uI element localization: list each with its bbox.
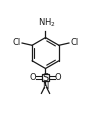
Text: N: N (42, 82, 49, 91)
Text: Cl: Cl (12, 38, 21, 47)
Bar (42, 74, 49, 81)
Text: O: O (55, 73, 62, 82)
Text: S: S (42, 73, 49, 83)
Text: Cl: Cl (70, 38, 79, 47)
Text: O: O (29, 73, 36, 82)
Text: NH$_2$: NH$_2$ (38, 16, 55, 29)
